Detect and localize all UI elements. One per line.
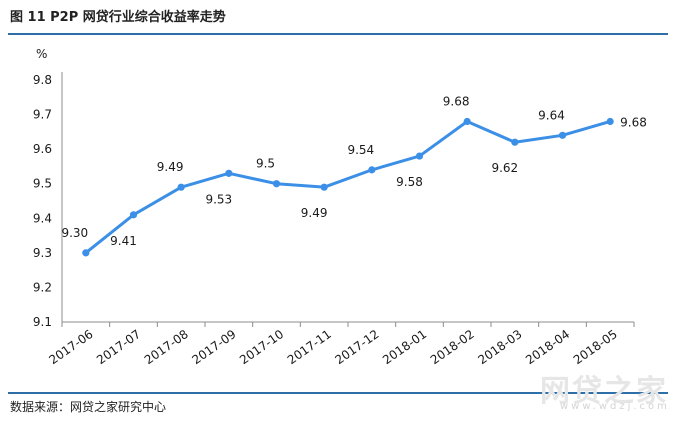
x-tick-label: 2018-05 <box>571 327 620 367</box>
data-label: 9.64 <box>538 108 565 122</box>
data-point <box>177 183 185 191</box>
series-line <box>84 119 612 255</box>
y-tick-label: 9.3 <box>33 246 52 260</box>
data-point <box>463 117 471 126</box>
data-label: 9.41 <box>110 234 137 248</box>
data-label: 9.30 <box>61 226 88 240</box>
line-chart: %9.19.29.39.49.59.69.79.82017-062017-072… <box>33 47 647 367</box>
data-point <box>272 180 281 188</box>
x-tick-label: 2018-02 <box>428 327 477 367</box>
chart-title: 图 11 P2P 网贷行业综合收益率走势 <box>10 10 226 25</box>
data-label: 9.49 <box>157 160 184 174</box>
data-label: 9.62 <box>491 161 518 175</box>
y-tick-label: 9.7 <box>33 108 52 122</box>
y-tick-label: 9.1 <box>33 315 52 329</box>
x-tick-label: 2018-03 <box>475 327 524 367</box>
watermark-logo: 网贷之家 <box>540 374 668 409</box>
data-point <box>511 138 519 146</box>
x-tick-label: 2017-07 <box>94 327 143 367</box>
x-tick-label: 2017-11 <box>285 327 334 367</box>
x-tick-label: 2017-10 <box>237 327 286 367</box>
data-point <box>225 169 233 177</box>
chart-axes: %9.19.29.39.49.59.69.79.82017-062017-072… <box>33 47 635 367</box>
data-label: 9.54 <box>347 143 374 157</box>
data-point <box>368 166 376 174</box>
y-tick-label: 9.4 <box>33 211 52 225</box>
data-label: 9.58 <box>396 175 423 189</box>
x-tick-label: 2018-04 <box>523 327 572 367</box>
data-label: 9.5 <box>256 157 275 171</box>
data-point <box>82 249 90 257</box>
y-tick-label: 9.5 <box>33 177 52 191</box>
data-label: 9.68 <box>443 94 470 108</box>
y-tick-label: 9.8 <box>33 73 52 87</box>
data-point <box>320 183 328 191</box>
data-label: 9.53 <box>205 192 232 206</box>
x-tick-label: 2017-12 <box>332 327 381 367</box>
y-axis-unit: % <box>36 47 47 61</box>
data-point <box>129 211 138 219</box>
data-label: 9.68 <box>620 115 647 129</box>
data-point <box>415 152 424 160</box>
chart-data-labels: 9.30 9.41 9.49 9.53 9.5 9.49 9.54 9.58 9.68 9.62 9… <box>61 94 646 247</box>
data-point <box>606 117 614 126</box>
data-point <box>558 131 567 139</box>
watermark-url: www.wdzj.com <box>560 401 670 412</box>
y-tick-label: 9.2 <box>33 280 52 294</box>
bottom-divider <box>8 392 668 394</box>
source-note: 数据来源：网贷之家研究中心 <box>10 400 167 414</box>
top-divider <box>8 33 668 35</box>
x-tick-label: 2017-08 <box>142 327 191 367</box>
x-tick-label: 2017-09 <box>189 327 238 367</box>
data-label: 9.49 <box>301 206 328 220</box>
x-tick-label: 2018-01 <box>380 327 429 367</box>
chart-series <box>82 117 614 257</box>
x-tick-label: 2017-06 <box>46 327 95 367</box>
y-tick-label: 9.6 <box>33 142 52 156</box>
